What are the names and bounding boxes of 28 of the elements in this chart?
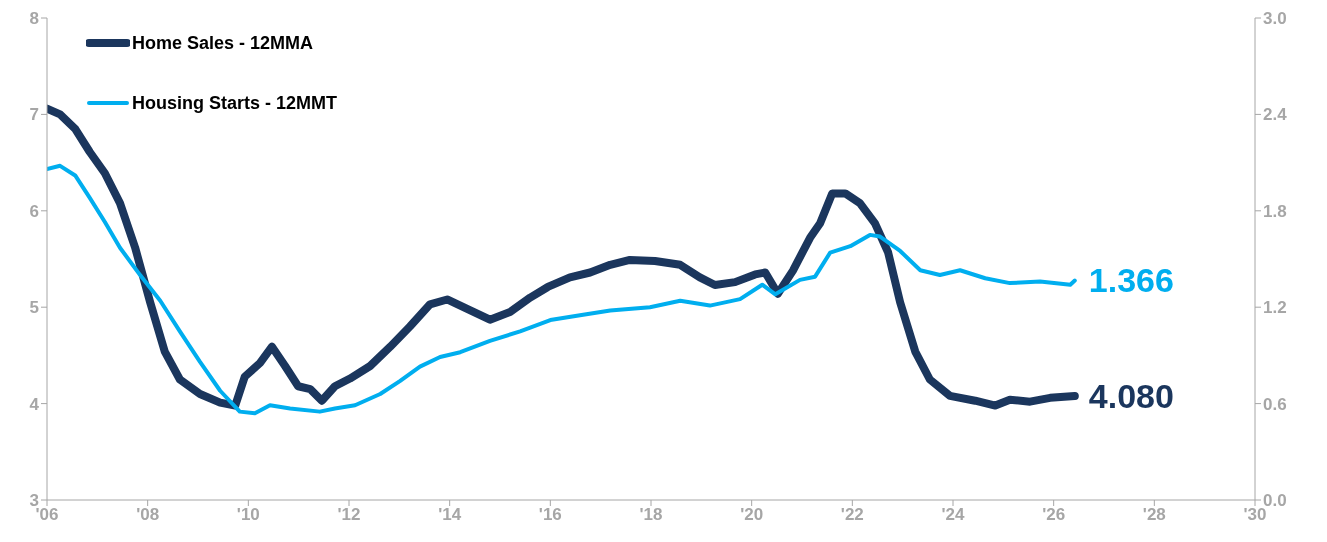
legend-label: Housing Starts - 12MMT xyxy=(132,92,338,114)
x-tick-label: '14 xyxy=(438,505,462,525)
x-tick-label: '28 xyxy=(1142,505,1166,525)
y2-tick-label: 0.6 xyxy=(1263,394,1287,414)
x-tick-label: '26 xyxy=(1042,505,1066,525)
y-tick-label: 8 xyxy=(29,9,39,29)
x-tick-label: '06 xyxy=(35,505,59,525)
y2-tick-label: 3.0 xyxy=(1263,9,1287,29)
legend-label: Home Sales - 12MMA xyxy=(132,32,314,54)
y-tick-label: 4 xyxy=(29,394,40,414)
x-tick-label: '16 xyxy=(538,505,562,525)
data-label: 4.080 xyxy=(1088,376,1174,415)
y2-tick-label: 1.8 xyxy=(1263,201,1287,221)
x-tick-label: '22 xyxy=(840,505,864,525)
x-tick-label: '30 xyxy=(1243,505,1267,525)
x-tick-label: '08 xyxy=(136,505,160,525)
y2-tick-label: 1.2 xyxy=(1263,298,1287,318)
y-tick-label: 7 xyxy=(29,105,39,125)
x-tick-label: '12 xyxy=(337,505,361,525)
data-label: 1.366 xyxy=(1088,261,1174,300)
y-tick-label: 5 xyxy=(29,298,39,318)
y-tick-label: 6 xyxy=(29,201,39,221)
x-tick-label: '24 xyxy=(941,505,966,525)
x-tick-label: '18 xyxy=(639,505,663,525)
x-tick-label: '20 xyxy=(740,505,764,525)
y2-tick-label: 2.4 xyxy=(1263,105,1288,125)
x-tick-label: '10 xyxy=(236,505,260,525)
line-series xyxy=(47,163,1077,416)
